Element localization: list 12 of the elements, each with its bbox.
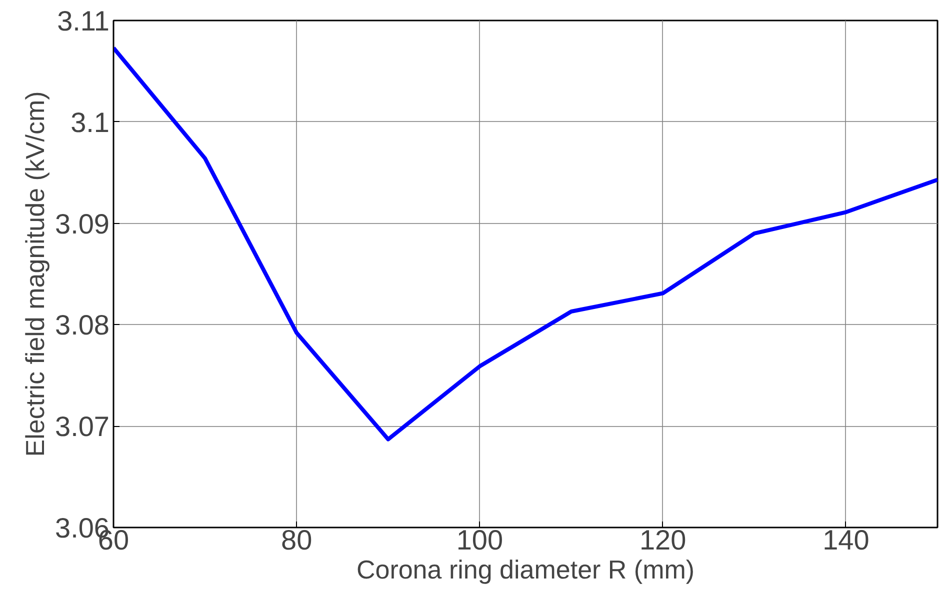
y-tick-label: 3.07 [55,411,110,442]
x-tick-label: 100 [456,524,504,556]
y-tick-label: 3.09 [55,208,110,240]
x-axis-title: Corona ring diameter R (mm) [356,554,695,584]
x-tick-label: 120 [639,524,686,556]
y-tick-label: 3.08 [55,310,110,341]
y-tick-label: 3.1 [70,106,110,138]
y-tick-label: 3.11 [57,6,110,36]
line-series [114,46,938,442]
x-tick-label: 140 [822,524,870,556]
y-axis-title: Electric field magnitude (kV/cm) [20,91,50,457]
x-tick-label: 80 [281,524,312,556]
